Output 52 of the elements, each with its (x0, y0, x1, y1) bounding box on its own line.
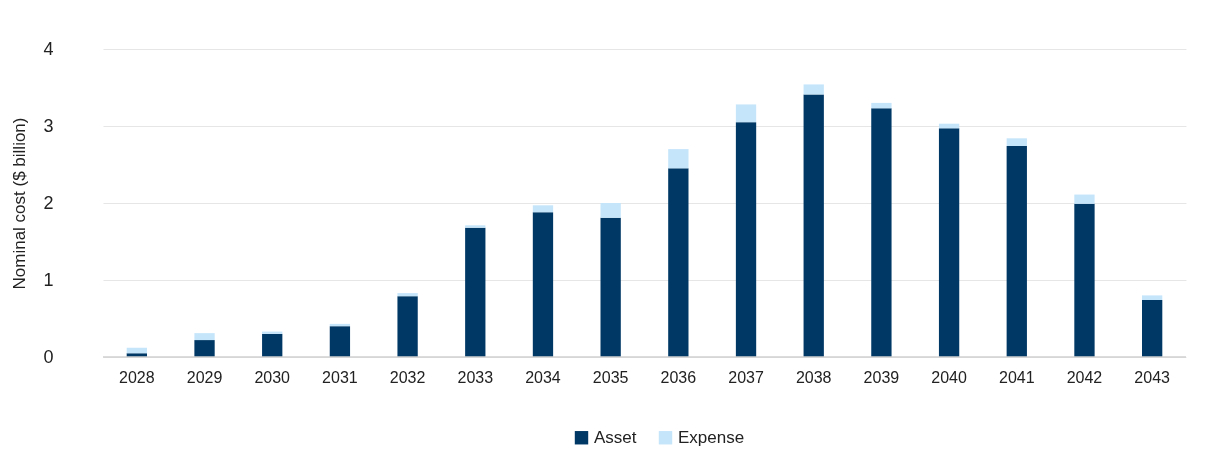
bar (1142, 295, 1163, 301)
bar (397, 293, 418, 297)
bar (194, 340, 215, 357)
bar (871, 102, 892, 109)
x-tick-label: 2033 (457, 368, 494, 386)
x-tick-label: 2042 (1066, 368, 1103, 386)
bar (668, 168, 689, 357)
x-tick-label: 2031 (322, 368, 358, 386)
x-tick-label: 2036 (660, 368, 697, 386)
x-tick-label: 2037 (728, 368, 764, 386)
x-tick-label: 2040 (931, 368, 967, 386)
bar (397, 296, 418, 357)
x-tick-label: 2035 (592, 368, 629, 386)
bar (465, 225, 486, 228)
x-tick-label: 2028 (119, 368, 155, 386)
bar (1142, 300, 1163, 357)
bar (262, 333, 283, 357)
legend-label: Expense (678, 427, 745, 447)
x-tick-label: 2039 (863, 368, 900, 386)
x-tick-label: 2032 (389, 368, 426, 386)
y-tick-label: 1 (43, 269, 54, 290)
y-tick-label: 4 (43, 38, 54, 59)
x-tick-label: 2038 (795, 368, 832, 386)
bar (938, 128, 960, 357)
y-tick-label: 2 (43, 192, 54, 213)
bar (1074, 194, 1095, 204)
bar (1006, 138, 1027, 147)
x-tick-label: 2043 (1134, 368, 1171, 386)
bar (600, 217, 621, 357)
bar (803, 84, 824, 95)
bar (803, 94, 824, 357)
bar (532, 212, 554, 357)
x-tick-label: 2029 (186, 368, 223, 386)
bar (1074, 203, 1095, 357)
bar (465, 227, 486, 357)
bar (735, 122, 757, 357)
x-tick-label: 2041 (998, 368, 1035, 386)
bar (600, 203, 621, 218)
bar (735, 104, 757, 123)
bar (126, 347, 147, 354)
x-tick-label: 2034 (525, 368, 561, 386)
bar (1006, 146, 1027, 357)
bar (668, 149, 689, 169)
legend-label: Asset (594, 427, 637, 447)
y-tick-label: 3 (43, 115, 54, 136)
bar (532, 205, 554, 213)
bar (871, 108, 892, 357)
x-tick-label: 2030 (254, 368, 291, 386)
bar (194, 333, 215, 341)
y-tick-label: 0 (43, 346, 54, 367)
y-axis-title: Nominal cost ($ billion) (10, 117, 30, 290)
bar (329, 326, 351, 357)
